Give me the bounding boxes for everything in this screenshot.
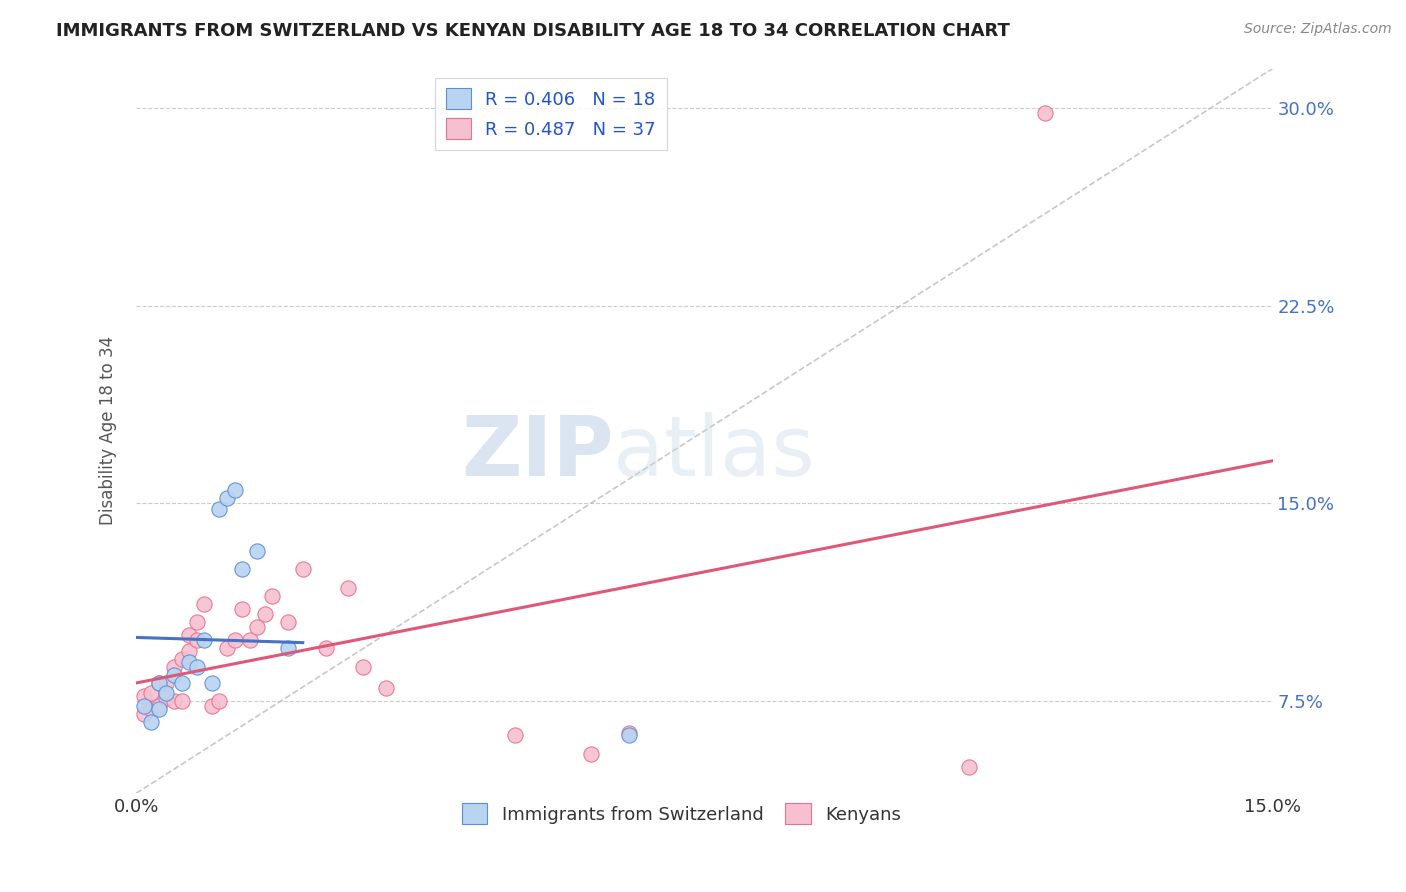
Point xyxy=(148,699,170,714)
Text: IMMIGRANTS FROM SWITZERLAND VS KENYAN DISABILITY AGE 18 TO 34 CORRELATION CHART: IMMIGRANTS FROM SWITZERLAND VS KENYAN DI… xyxy=(56,22,1010,40)
Point xyxy=(352,660,374,674)
Text: atlas: atlas xyxy=(613,412,815,493)
Point xyxy=(617,728,640,742)
Point xyxy=(163,694,186,708)
Point xyxy=(179,628,201,642)
Point xyxy=(141,715,163,730)
Point xyxy=(170,675,193,690)
Point xyxy=(231,602,253,616)
Point xyxy=(224,483,246,498)
Point xyxy=(132,689,155,703)
Point xyxy=(186,660,208,674)
Point xyxy=(148,702,170,716)
Point xyxy=(277,641,299,656)
Point xyxy=(959,760,981,774)
Point xyxy=(193,633,215,648)
Point xyxy=(170,652,193,666)
Text: Source: ZipAtlas.com: Source: ZipAtlas.com xyxy=(1244,22,1392,37)
Point xyxy=(246,544,269,558)
Point xyxy=(163,660,186,674)
Point xyxy=(201,675,224,690)
Point xyxy=(148,675,170,690)
Point xyxy=(617,725,640,739)
Point xyxy=(141,686,163,700)
Point xyxy=(163,667,186,681)
Point xyxy=(253,607,276,621)
Point xyxy=(155,686,177,700)
Point xyxy=(186,633,208,648)
Point xyxy=(186,615,208,629)
Point xyxy=(141,702,163,716)
Point xyxy=(1033,106,1056,120)
Point xyxy=(148,675,170,690)
Point xyxy=(375,681,398,695)
Point xyxy=(193,597,215,611)
Point xyxy=(277,615,299,629)
Point xyxy=(132,707,155,722)
Point xyxy=(239,633,262,648)
Point xyxy=(215,491,238,505)
Point xyxy=(291,562,314,576)
Point xyxy=(503,728,526,742)
Point xyxy=(262,589,284,603)
Point xyxy=(224,633,246,648)
Point xyxy=(201,699,224,714)
Point xyxy=(170,694,193,708)
Point xyxy=(231,562,253,576)
Y-axis label: Disability Age 18 to 34: Disability Age 18 to 34 xyxy=(100,336,117,525)
Legend: Immigrants from Switzerland, Kenyans: Immigrants from Switzerland, Kenyans xyxy=(451,792,911,835)
Point xyxy=(179,644,201,658)
Point xyxy=(155,675,177,690)
Point xyxy=(579,747,602,761)
Point xyxy=(155,691,177,706)
Point xyxy=(208,694,231,708)
Point xyxy=(132,699,155,714)
Point xyxy=(179,655,201,669)
Point xyxy=(315,641,337,656)
Text: ZIP: ZIP xyxy=(461,412,613,493)
Point xyxy=(337,581,360,595)
Point xyxy=(246,620,269,634)
Point xyxy=(208,501,231,516)
Point xyxy=(215,641,238,656)
